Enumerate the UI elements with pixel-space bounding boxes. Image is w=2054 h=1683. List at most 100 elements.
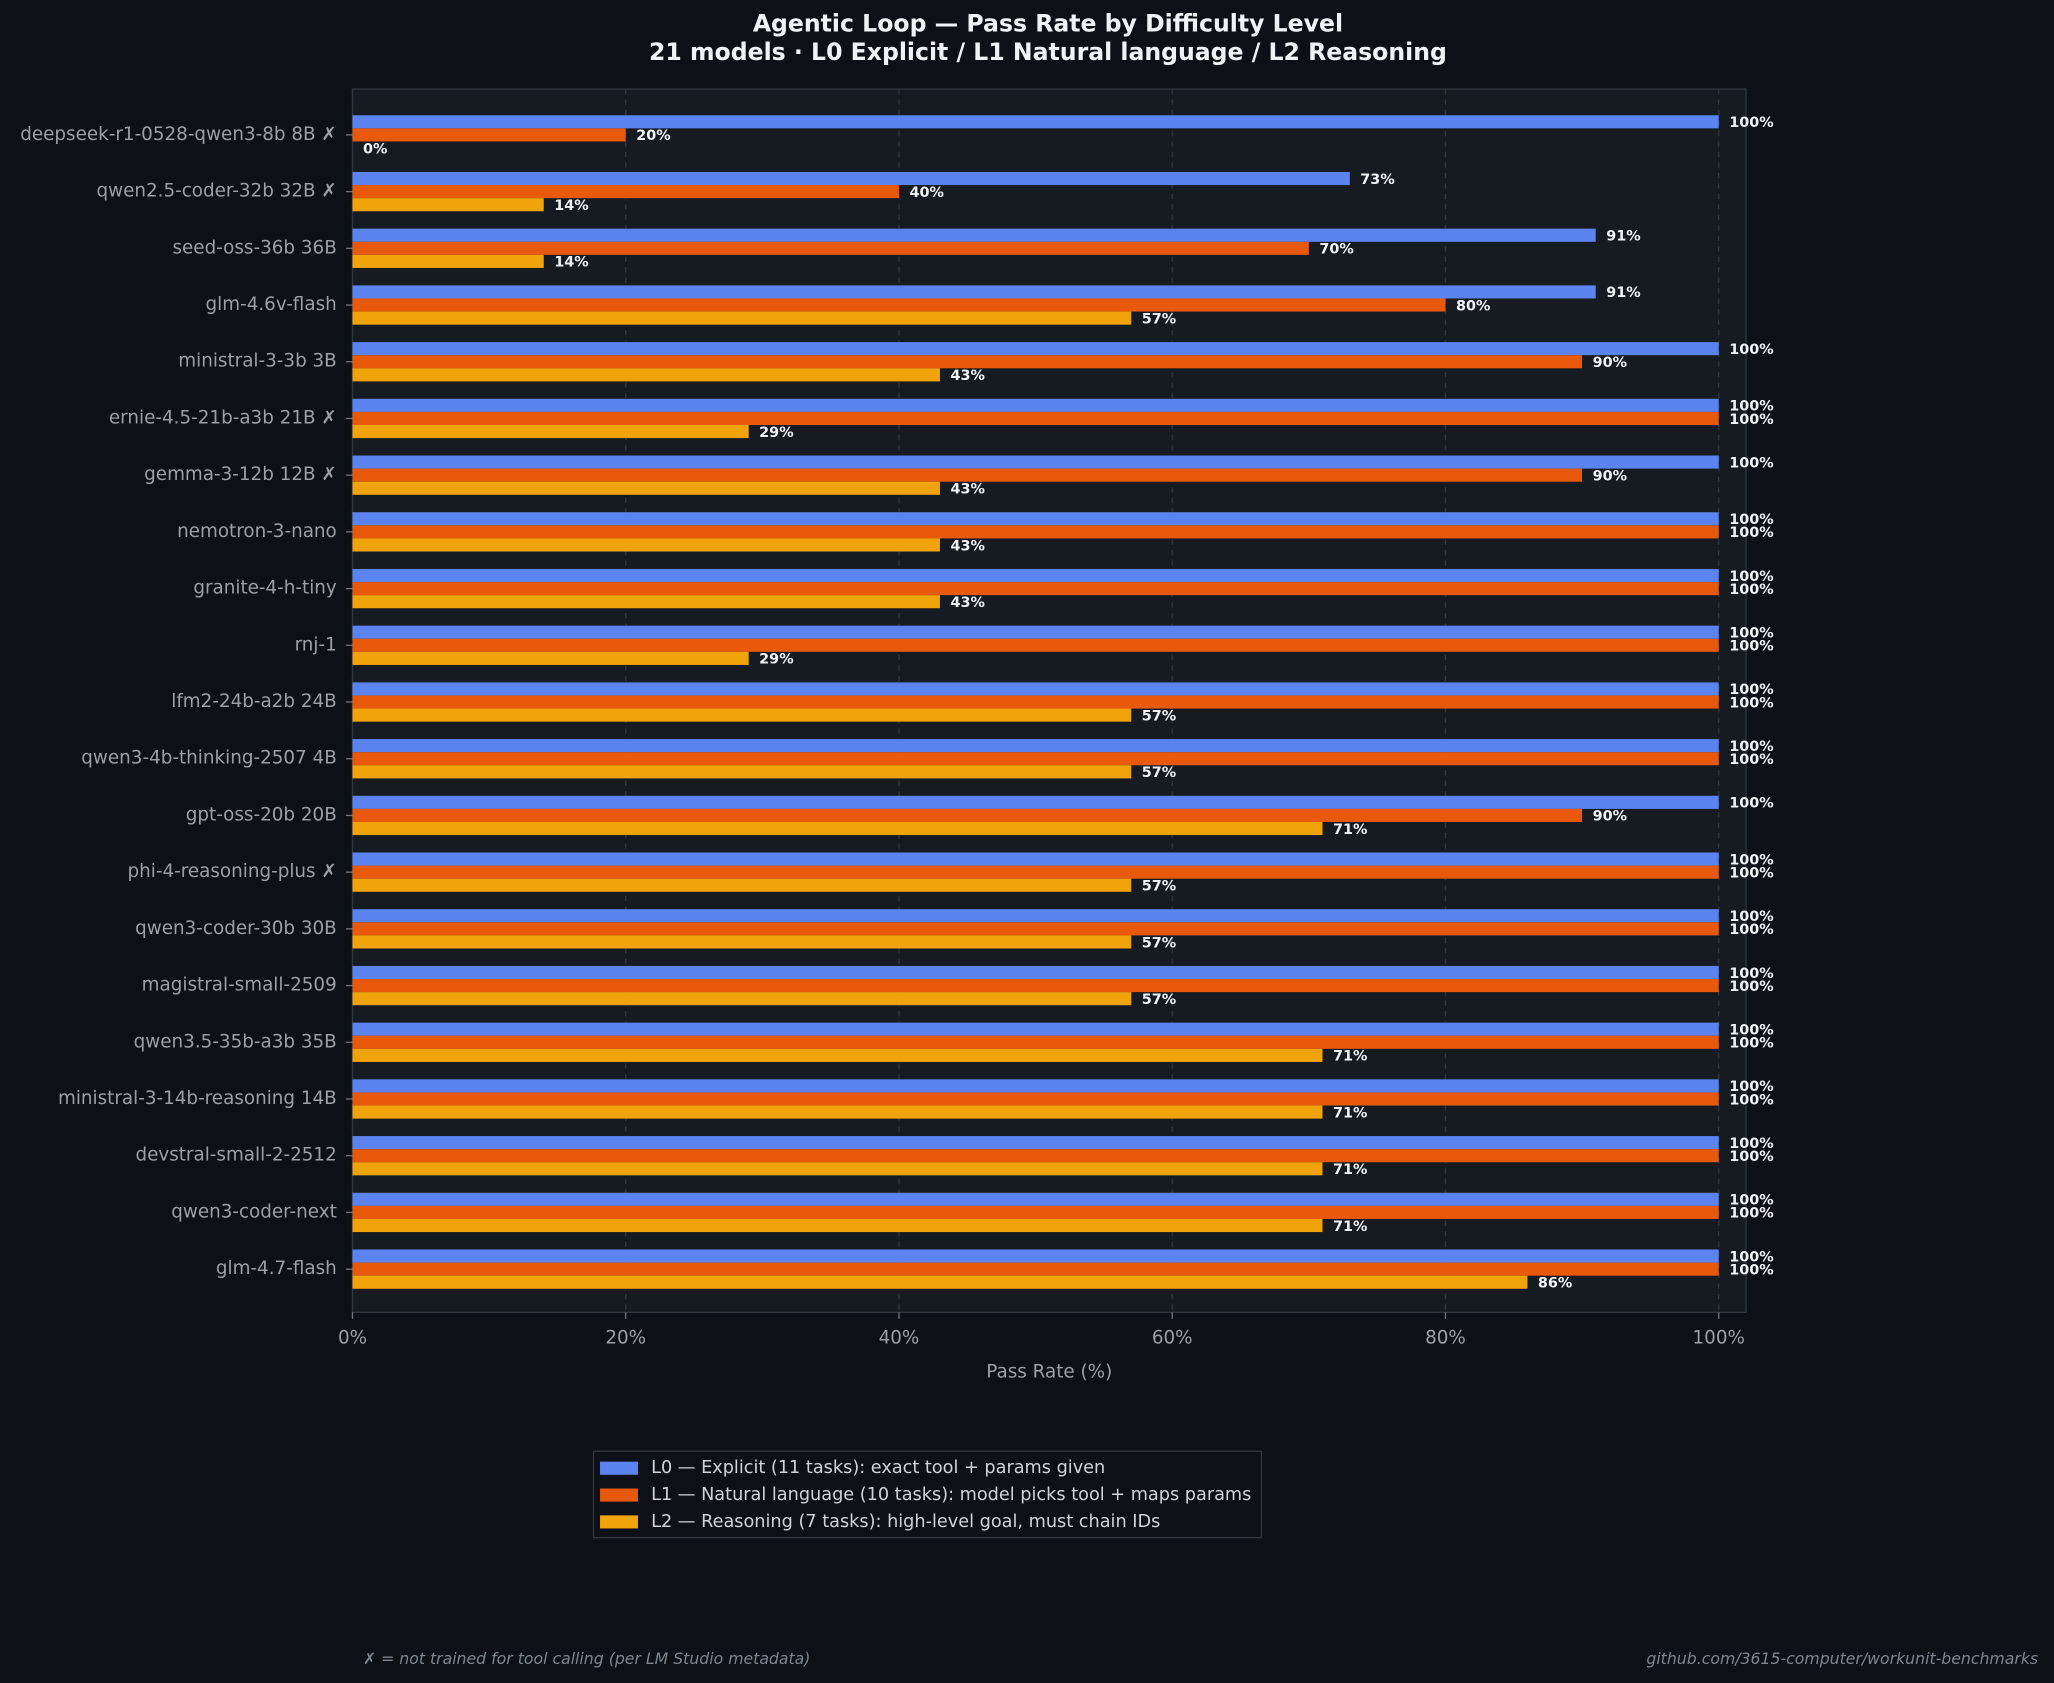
value-label: 100% <box>1729 582 1773 598</box>
y-tick-label: ministral-3-3b 3B <box>178 351 337 372</box>
bar <box>352 1079 1719 1093</box>
value-label: 14% <box>554 198 588 214</box>
legend-label: L0 — Explicit (11 tasks): exact tool + p… <box>651 1458 1105 1478</box>
bar <box>352 241 1309 255</box>
bar <box>352 1136 1719 1150</box>
value-label: 100% <box>1729 115 1773 131</box>
bar <box>352 651 749 665</box>
x-tick-label: 20% <box>605 1328 646 1349</box>
bar <box>352 852 1719 866</box>
value-label: 71% <box>1333 1049 1367 1065</box>
value-label: 70% <box>1319 242 1353 258</box>
value-label: 43% <box>950 482 984 498</box>
y-tick-label: deepseek-r1-0528-qwen3-8b 8B ✗ <box>20 124 337 145</box>
value-label: 100% <box>1729 966 1773 982</box>
bar <box>352 1035 1719 1049</box>
value-label: 86% <box>1538 1276 1572 1292</box>
chart-title: Agentic Loop — Pass Rate by Difficulty L… <box>753 9 1343 37</box>
value-label: 73% <box>1360 172 1394 188</box>
value-label: 90% <box>1593 355 1627 371</box>
y-tick-label: qwen3-coder-30b 30B <box>135 918 337 939</box>
bar <box>352 708 1132 722</box>
bar <box>352 481 940 495</box>
bar <box>352 411 1719 426</box>
source: github.com/3615-computer/workunit-benchm… <box>1646 1649 2038 1668</box>
value-label: 100% <box>1729 1036 1773 1052</box>
y-tick-label: devstral-small-2-2512 <box>135 1145 336 1166</box>
value-label: 71% <box>1333 822 1367 838</box>
bar <box>352 1105 1323 1119</box>
value-label: 100% <box>1729 979 1773 995</box>
bar <box>352 538 940 552</box>
bar <box>352 808 1583 822</box>
value-label: 57% <box>1142 935 1176 951</box>
value-label: 20% <box>636 128 670 144</box>
bar <box>352 695 1719 709</box>
bar <box>352 115 1719 129</box>
value-label: 71% <box>1333 1219 1367 1235</box>
bar <box>352 1218 1323 1233</box>
value-label: 100% <box>1729 399 1773 415</box>
bar <box>352 582 1719 596</box>
value-label: 71% <box>1333 1105 1367 1121</box>
value-label: 100% <box>1729 512 1773 528</box>
bar <box>352 865 1719 879</box>
value-label: 100% <box>1729 569 1773 585</box>
value-label: 100% <box>1729 682 1773 698</box>
legend-swatch <box>600 1461 639 1475</box>
bar <box>352 1149 1719 1163</box>
bar <box>352 128 626 142</box>
x-tick-label: 100% <box>1693 1328 1745 1349</box>
bar <box>352 1192 1719 1206</box>
legend-label: L2 — Reasoning (7 tasks): high-level goa… <box>651 1512 1160 1532</box>
value-label: 91% <box>1606 229 1640 245</box>
bar <box>352 739 1719 753</box>
x-tick-label: 80% <box>1425 1328 1466 1349</box>
bar <box>352 795 1719 809</box>
bar <box>352 254 544 268</box>
value-label: 14% <box>554 255 588 271</box>
y-tick-label: glm-4.7-flash <box>216 1258 337 1279</box>
value-label: 90% <box>1593 809 1627 825</box>
value-label: 57% <box>1142 708 1176 724</box>
bar <box>352 682 1719 696</box>
bar <box>352 568 1719 583</box>
value-label: 100% <box>1729 1193 1773 1209</box>
bar <box>352 228 1596 242</box>
value-label: 43% <box>950 368 984 384</box>
value-label: 100% <box>1729 739 1773 755</box>
value-label: 57% <box>1142 879 1176 895</box>
bar <box>352 909 1719 923</box>
y-tick-label: granite-4-h-tiny <box>193 578 337 599</box>
value-label: 100% <box>1729 525 1773 541</box>
bar <box>352 198 544 212</box>
x-tick-label: 60% <box>1152 1328 1193 1349</box>
value-label: 40% <box>909 185 943 201</box>
bar <box>352 1275 1528 1289</box>
value-label: 71% <box>1333 1162 1367 1178</box>
value-label: 100% <box>1729 412 1773 428</box>
legend <box>592 1450 1263 1539</box>
bar <box>352 368 940 382</box>
bar <box>352 965 1719 980</box>
value-label: 100% <box>1729 626 1773 642</box>
bar <box>352 979 1719 993</box>
bar <box>352 922 1719 936</box>
y-tick-label: rnj-1 <box>295 634 337 655</box>
bar <box>352 298 1446 312</box>
value-label: 100% <box>1729 1249 1773 1265</box>
y-tick-label: seed-oss-36b 36B <box>172 237 336 258</box>
bar <box>352 595 940 609</box>
value-label: 43% <box>950 595 984 611</box>
y-tick-label: qwen3.5-35b-a3b 35B <box>134 1031 337 1052</box>
y-tick-label: qwen2.5-coder-32b 32B ✗ <box>96 181 336 202</box>
value-label: 90% <box>1593 468 1627 484</box>
value-label: 91% <box>1606 285 1640 301</box>
bar <box>352 935 1132 949</box>
chart-subtitle: 21 models · L0 Explicit / L1 Natural lan… <box>649 38 1447 66</box>
value-label: 100% <box>1729 1092 1773 1108</box>
value-label: 29% <box>759 652 793 668</box>
bar <box>352 878 1132 892</box>
bar <box>352 342 1719 356</box>
bar <box>352 398 1719 412</box>
